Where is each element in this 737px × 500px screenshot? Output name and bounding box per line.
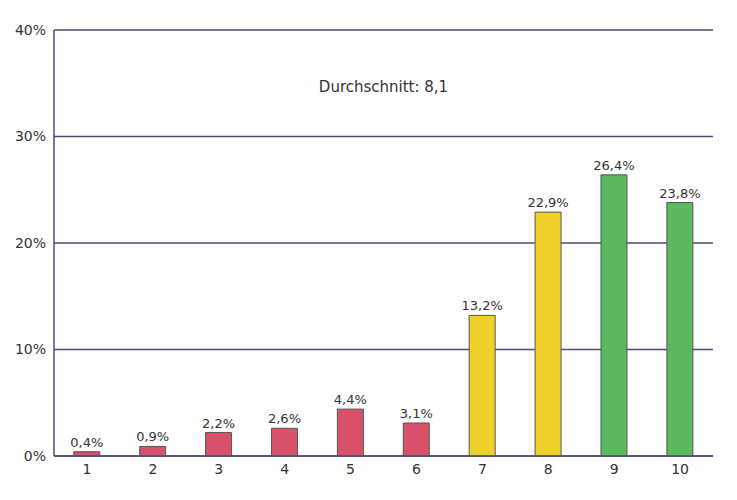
svg-text:2: 2: [148, 461, 157, 477]
svg-text:22,9%: 22,9%: [527, 195, 568, 210]
svg-text:13,2%: 13,2%: [462, 298, 503, 313]
svg-text:2,6%: 2,6%: [268, 411, 301, 426]
svg-text:3,1%: 3,1%: [400, 406, 433, 421]
svg-text:5: 5: [346, 461, 355, 477]
html-text:Durchschnitt: 8,1: Durchschnitt: 8,1: [318, 78, 449, 96]
svg-text:20%: 20%: [15, 235, 46, 251]
svg-text:0,4%: 0,4%: [70, 435, 103, 450]
svg-text:0%: 0%: [24, 448, 46, 464]
svg-text:4: 4: [280, 461, 289, 477]
svg-text:9: 9: [610, 461, 619, 477]
svg-text:40%: 40%: [15, 22, 46, 38]
svg-text:3: 3: [214, 461, 223, 477]
svg-text:10%: 10%: [15, 341, 46, 357]
svg-text:10: 10: [671, 461, 689, 477]
svg-text:6: 6: [412, 461, 421, 477]
svg-text:26,4%: 26,4%: [593, 158, 634, 173]
svg-text:7: 7: [478, 461, 487, 477]
svg-text:2,2%: 2,2%: [202, 416, 235, 431]
svg-text:8: 8: [544, 461, 553, 477]
svg-text:30%: 30%: [15, 128, 46, 144]
svg-text:23,8%: 23,8%: [659, 186, 700, 201]
svg-text:1: 1: [82, 461, 91, 477]
svg-text:4,4%: 4,4%: [334, 392, 367, 407]
svg-text:0,9%: 0,9%: [136, 429, 169, 444]
